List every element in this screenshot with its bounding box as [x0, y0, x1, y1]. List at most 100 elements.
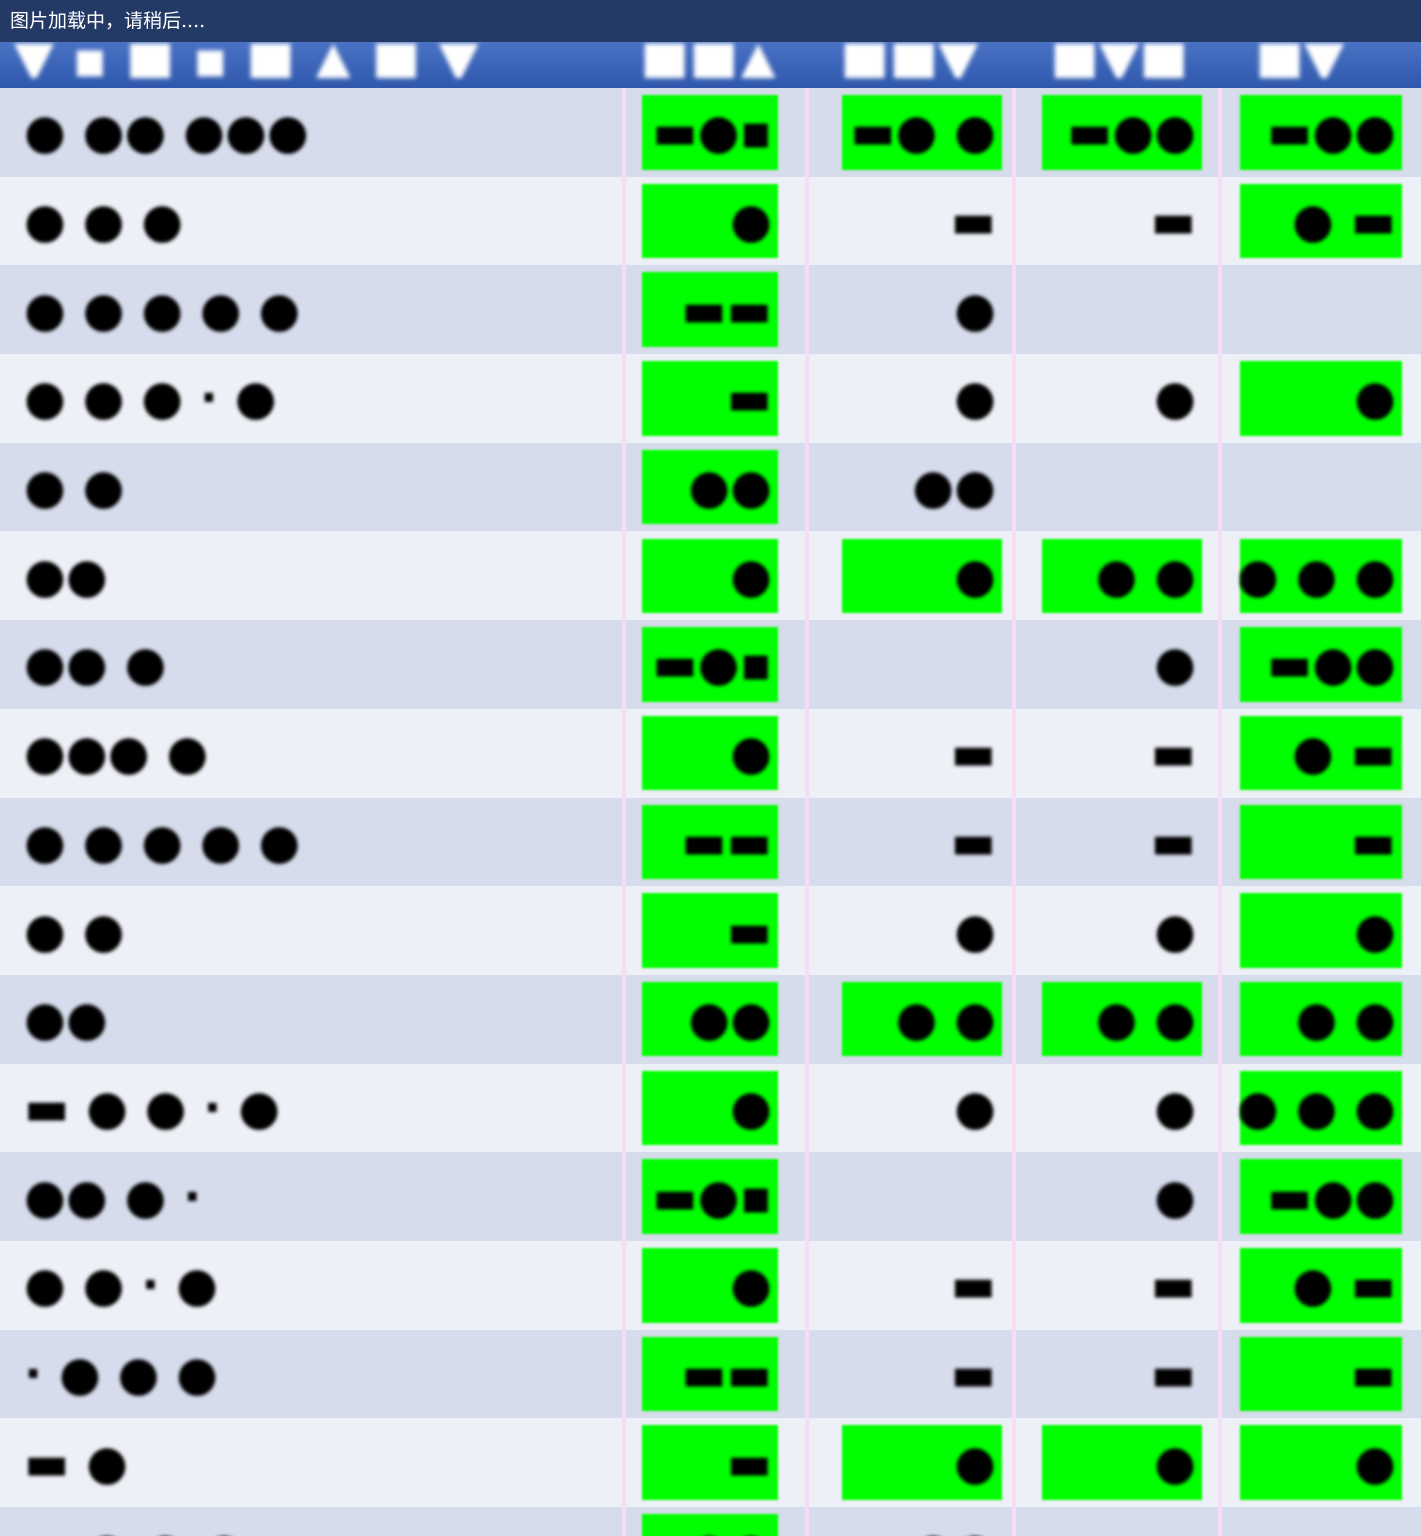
cell-value-col-3[interactable]: ▬	[1150, 813, 1196, 870]
column-divider	[805, 88, 809, 1536]
cell-value-col-4[interactable]: ▬	[1350, 1345, 1396, 1402]
cell-value-col-1[interactable]: ▬▬	[681, 813, 772, 870]
table-row[interactable]: ● ● ▬ ● ● ●	[0, 886, 1421, 975]
cell-value-col-4[interactable]: ● ● ●	[1240, 547, 1396, 604]
cell-value-col-1[interactable]: ▬	[726, 370, 772, 427]
table-row[interactable]: ● ● ●● ●●	[0, 442, 1421, 532]
table-row[interactable]: ● ● · ● ● ▬ ▬ ● ▬	[0, 1240, 1421, 1330]
cell-value-col-4[interactable]: ● ▬	[1292, 193, 1396, 250]
cell-value-col-2[interactable]: ● ●	[895, 991, 996, 1048]
cell-value-col-3[interactable]: ●	[1154, 370, 1196, 427]
cell-value-col-2[interactable]: ●●	[912, 459, 996, 516]
highlight-fill	[1240, 95, 1402, 170]
table-row[interactable]: · ● ● ● ▬▬ ▬ ▬ ▬	[0, 1329, 1421, 1419]
cell-value-col-1[interactable]: ▬●▪	[652, 104, 772, 161]
cell-value-col-2[interactable]: ●●	[842, 1507, 1002, 1536]
table-row[interactable]: ● ● ● · ● ▬ ● ● ●	[0, 354, 1421, 443]
cell-value-col-4[interactable]: ▬●●	[1266, 636, 1396, 693]
cell-value-col-2[interactable]	[842, 1152, 1002, 1241]
cell-value-col-1[interactable]: ●	[730, 1257, 772, 1314]
cell-value-col-1[interactable]: ●●	[688, 459, 772, 516]
cell-value-col-3[interactable]: ●	[1154, 1434, 1196, 1491]
cell-value-col-4[interactable]	[1240, 265, 1402, 354]
cell-value-col-1[interactable]: ●	[730, 193, 772, 250]
cell-value-col-4[interactable]: ●	[1354, 1434, 1396, 1491]
cell-value-col-3[interactable]: ● ●	[1095, 991, 1196, 1048]
header-column-3[interactable]: ■▼■	[1050, 42, 1189, 78]
cell-value-col-2[interactable]: ●	[954, 370, 996, 427]
highlight-fill	[642, 1425, 778, 1500]
table-row[interactable]: ●●● ● ● ▬ ▬ ● ▬	[0, 708, 1421, 798]
header-column-1[interactable]: ■■▲	[640, 42, 779, 78]
table-row[interactable]: ● ● ● ● ● ▬▬ ●	[0, 265, 1421, 355]
cell-value-col-2[interactable]: ●	[954, 547, 996, 604]
cell-value-col-1[interactable]: ▬▬	[681, 1345, 772, 1402]
cell-value-col-3[interactable]: ▬	[1150, 193, 1196, 250]
cell-value-col-3[interactable]: ● ●	[1095, 547, 1196, 604]
cell-value-col-4[interactable]: ● ▬	[1292, 1257, 1396, 1314]
cell-value-col-4[interactable]: ● ●	[1295, 991, 1396, 1048]
header-name-column[interactable]: ▼ ▪ ■ ▪ ■ ▲ ■ ▼	[14, 42, 479, 78]
cell-value-col-1[interactable]: ●●	[642, 1507, 778, 1536]
cell-value-col-1[interactable]: ▬	[726, 902, 772, 959]
cell-value-col-2[interactable]: ▬● ●	[850, 104, 996, 161]
cell-value-col-4[interactable]: ● ● ●	[1240, 1079, 1396, 1136]
cell-value-col-4[interactable]: ●	[1354, 902, 1396, 959]
cell-value-col-4[interactable]: ▬●●	[1266, 1168, 1396, 1225]
cell-value-col-3[interactable]: ▬●●	[1066, 104, 1196, 161]
table-row[interactable]: ●● ● ▬●▪ ● ▬●●	[0, 620, 1421, 709]
cell-value-col-2[interactable]: ▬	[950, 1345, 996, 1402]
cell-value-col-1[interactable]: ●	[730, 547, 772, 604]
cell-value-col-4[interactable]	[1240, 1507, 1402, 1536]
cell-value-col-1[interactable]: ▬●▪	[652, 636, 772, 693]
cell-value-col-1[interactable]: ●	[730, 725, 772, 782]
cell-value-col-2[interactable]: ●	[954, 1079, 996, 1136]
cell-value-col-3[interactable]	[1042, 265, 1202, 354]
cell-value-col-2[interactable]: ●	[954, 1434, 996, 1491]
cell-value-col-2[interactable]: ●	[954, 902, 996, 959]
table-row[interactable]: ▬ ● ● ● ●● ●●	[0, 1507, 1421, 1536]
table-row[interactable]: ▬ ● ▬ ● ● ●	[0, 1418, 1421, 1507]
cell-value-col-2[interactable]: ▬	[950, 813, 996, 870]
cell-value-col-2[interactable]: ▬	[950, 1257, 996, 1314]
cell-value-col-3[interactable]: ▬	[1150, 1345, 1196, 1402]
table-row[interactable]: ● ● ● ● ▬ ▬ ● ▬	[0, 176, 1421, 266]
highlight-fill	[642, 272, 778, 347]
table-row[interactable]: ▬ ● ● · ● ● ● ● ● ● ●	[0, 1063, 1421, 1153]
table-row[interactable]: ● ● ● ● ● ▬▬ ▬ ▬ ▬	[0, 797, 1421, 887]
cell-value-col-3[interactable]: ●	[1154, 636, 1196, 693]
cell-value-col-3[interactable]: ●	[1154, 1168, 1196, 1225]
cell-value-col-4[interactable]: ▬●●	[1266, 104, 1396, 161]
cell-value-col-1[interactable]: ▬	[726, 1434, 772, 1491]
table-row[interactable]: ● ●● ●●● ▬●▪ ▬● ● ▬●● ▬●●	[0, 88, 1421, 177]
cell-value-col-3[interactable]: ▬	[1150, 1257, 1196, 1314]
cell-value-col-4[interactable]: ▬	[1350, 813, 1396, 870]
highlight-fill	[642, 715, 778, 791]
cell-value-col-1[interactable]: ●●	[688, 991, 772, 1048]
cell-value-col-4[interactable]: ● ▬	[1292, 725, 1396, 782]
table-row[interactable]: ●● ●● ● ● ● ● ● ●	[0, 974, 1421, 1064]
cell-value-col-3[interactable]: ▬	[1150, 725, 1196, 782]
highlight-fill	[1240, 1425, 1402, 1500]
cell-value-col-4[interactable]: ●	[1354, 370, 1396, 427]
cell-value-col-2[interactable]: ▬	[950, 725, 996, 782]
cell-value-col-2[interactable]: ▬	[950, 193, 996, 250]
column-divider	[622, 88, 626, 1536]
highlight-fill	[1042, 981, 1202, 1057]
header-column-4[interactable]: ■▼	[1255, 42, 1345, 78]
cell-value-col-1[interactable]: ●	[730, 1079, 772, 1136]
cell-value-col-1[interactable]: ▬●▪	[652, 1168, 772, 1225]
highlight-fill	[642, 627, 778, 702]
cell-value-col-3[interactable]	[1042, 443, 1202, 532]
cell-value-col-3[interactable]: ●	[1154, 902, 1196, 959]
highlight-fill	[1240, 804, 1402, 880]
cell-value-col-1[interactable]: ▬▬	[681, 281, 772, 338]
table-row[interactable]: ●● ● · ▬●▪ ● ▬●●	[0, 1152, 1421, 1241]
cell-value-col-4[interactable]	[1240, 443, 1402, 532]
table-row[interactable]: ●● ● ● ● ● ● ● ●	[0, 531, 1421, 621]
cell-value-col-2[interactable]: ●	[954, 281, 996, 338]
header-column-2[interactable]: ■■▼	[840, 42, 979, 78]
cell-value-col-3[interactable]: ●	[1154, 1079, 1196, 1136]
cell-value-col-2[interactable]	[842, 620, 1002, 709]
cell-value-col-3[interactable]	[1042, 1507, 1202, 1536]
